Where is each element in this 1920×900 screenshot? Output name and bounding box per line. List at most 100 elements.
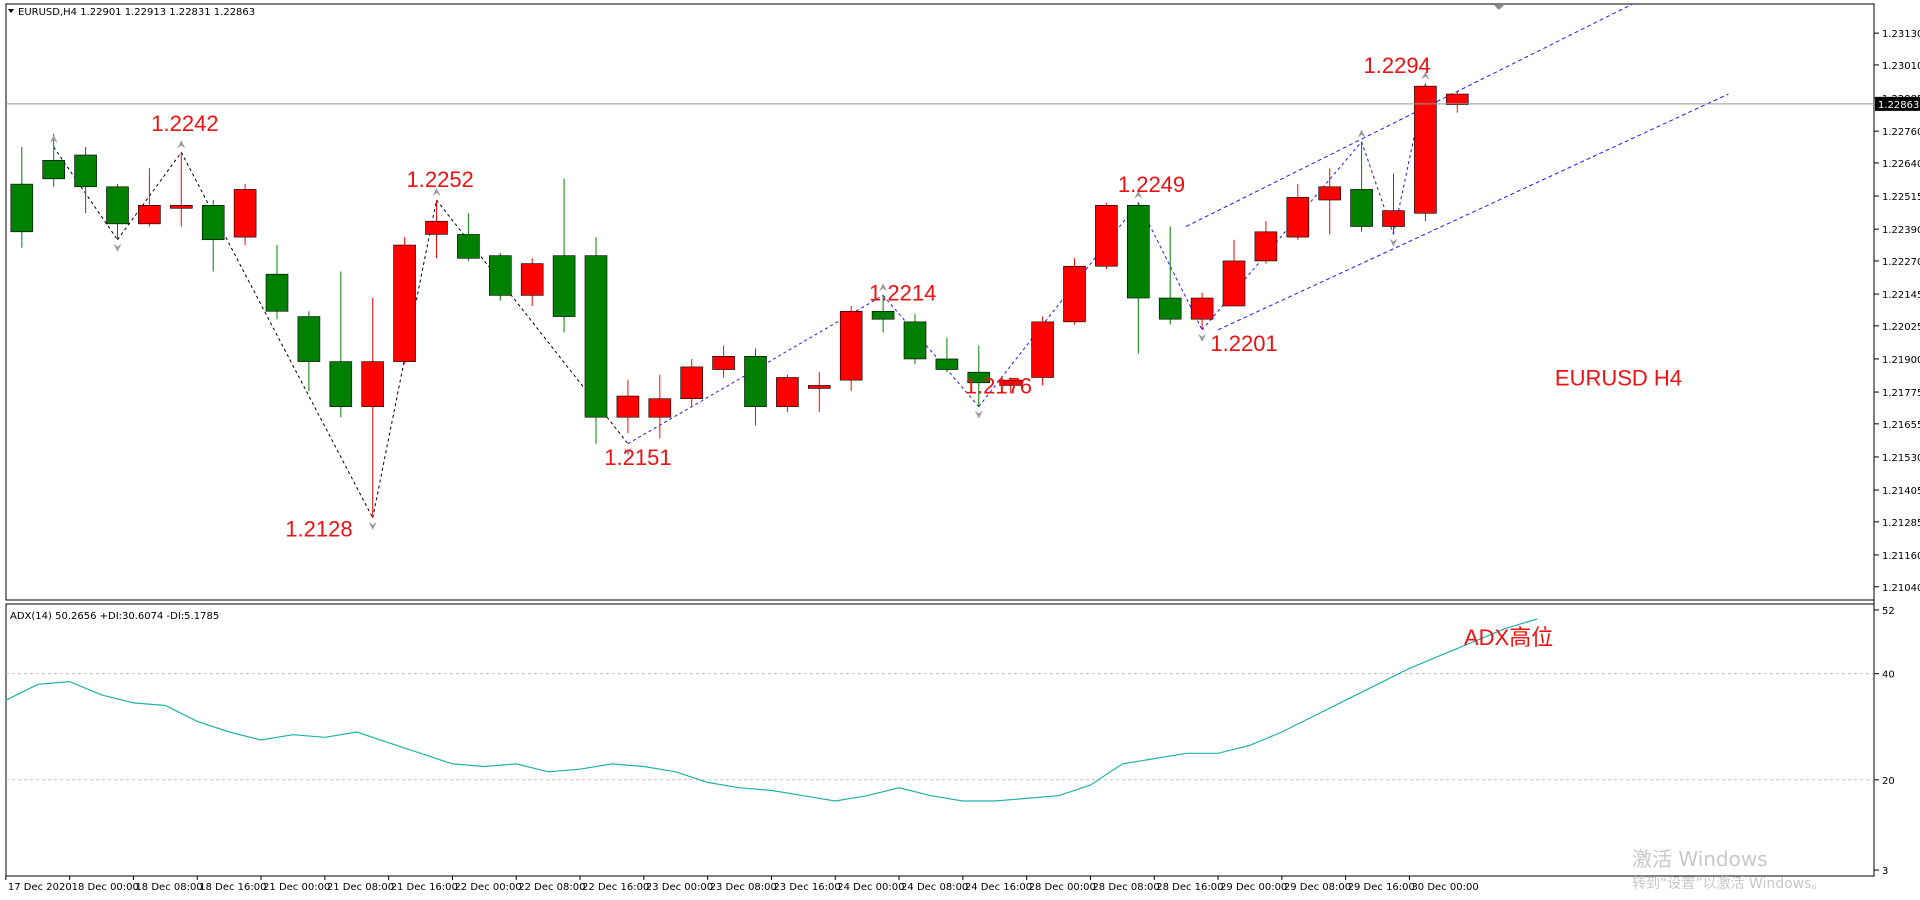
watermark-line2: 转到“设置”以激活 Windows。: [1632, 875, 1825, 892]
main-header: EURUSD,H4 1.22901 1.22913 1.22831 1.2286…: [18, 7, 255, 18]
time-tick-label: 23 Dec 08:00: [710, 882, 777, 893]
candle-body: [74, 154, 97, 188]
time-tick-label: 18 Dec 16:00: [199, 882, 266, 893]
fractal-arrow-icon: [1421, 71, 1430, 80]
candle-body: [712, 356, 735, 370]
time-tick-label: 17 Dec 2020: [8, 882, 72, 893]
candle-body: [1190, 297, 1214, 320]
time-tick-label: 21 Dec 08:00: [327, 882, 394, 893]
price-tick-label: 1.21040: [1882, 583, 1920, 594]
price-annotation: 1.2242: [151, 111, 218, 136]
candle-body: [935, 358, 959, 370]
candle-body: [1414, 85, 1437, 214]
candle-body: [457, 234, 480, 259]
price-tick-label: 1.22515: [1882, 192, 1920, 203]
fractal-arrow-icon: [177, 140, 186, 149]
candle-body: [1446, 93, 1469, 105]
candle-body: [999, 379, 1023, 386]
time-tick-label: 21 Dec 00:00: [263, 882, 330, 893]
price-tick-label: 1.21775: [1882, 388, 1920, 399]
adx-levels: [6, 673, 1874, 781]
fractal-arrow-icon: [1198, 333, 1207, 342]
current-price-line: 1.22863: [6, 96, 1920, 111]
current-price-label: 1.22863: [1878, 100, 1919, 111]
header-triangle-icon: [8, 9, 14, 13]
time-tick-label: 21 Dec 16:00: [391, 882, 458, 893]
fractal-arrows: [49, 71, 1430, 530]
adx-header: ADX(14) 50.2656 +DI:30.6074 -DI:5.1785: [10, 611, 219, 622]
time-tick-label: 22 Dec 08:00: [518, 882, 585, 893]
price-tick-label: 1.21160: [1882, 551, 1920, 562]
price-tick-label: 1.21285: [1882, 518, 1920, 529]
candle-body: [170, 205, 193, 209]
candle-body: [903, 321, 927, 360]
candle-body: [10, 183, 34, 233]
zigzag-segment: [1361, 141, 1394, 235]
candle-body: [744, 356, 767, 407]
adx-tick-label: 40: [1882, 670, 1895, 681]
adx-tick-label: 52: [1882, 606, 1895, 617]
candle-body: [393, 244, 416, 362]
zigzag-lines: [53, 83, 1426, 519]
adx-line: [5, 618, 1538, 802]
price-annotation: 1.2128: [285, 516, 352, 541]
price-axis: 1.231301.230101.228851.227601.226401.225…: [1874, 29, 1920, 877]
adx-pane-frame: [5, 603, 1875, 877]
candle-body: [42, 159, 66, 180]
current-price-badge: [1875, 96, 1920, 111]
candle-body: [138, 205, 161, 225]
price-annotation: 1.2201: [1210, 331, 1277, 356]
candle-body: [233, 189, 257, 238]
price-tick-label: 1.22390: [1882, 225, 1920, 236]
candle-body: [265, 273, 289, 312]
price-annotation: 1.2294: [1364, 53, 1431, 78]
candle-body: [1222, 260, 1246, 307]
candle-body: [1095, 205, 1118, 267]
candle-body: [1382, 210, 1405, 227]
candle-body: [680, 366, 704, 399]
fractal-arrow-icon: [1134, 190, 1143, 199]
price-annotation: 1.2249: [1118, 172, 1185, 197]
price-tick-label: 1.23130: [1882, 29, 1920, 40]
candle-body: [1286, 197, 1310, 238]
annotations: 1.2242 1.2128 1.2252 1.2151 1.2214 1.2176 1.22…: [151, 53, 1682, 542]
adx-series-line: [5, 618, 1538, 802]
price-tick-label: 1.22760: [1882, 127, 1920, 138]
price-tick-label: 1.22145: [1882, 290, 1920, 301]
price-annotation: 1.2252: [407, 167, 474, 192]
price-tick-label: 1.22640: [1882, 159, 1920, 170]
adx-tick-label: 3: [1882, 866, 1888, 877]
time-tick-label: 28 Dec 00:00: [1029, 882, 1096, 893]
fractal-arrow-icon: [368, 521, 377, 530]
time-tick-label: 28 Dec 16:00: [1156, 882, 1223, 893]
time-tick-label: 22 Dec 00:00: [454, 882, 521, 893]
candle-body: [329, 361, 353, 407]
adx-annotation: ADX高位: [1464, 625, 1553, 650]
candle-body: [1158, 297, 1182, 320]
time-tick-label: 29 Dec 08:00: [1284, 882, 1351, 893]
fractal-arrow-icon: [623, 447, 632, 456]
price-tick-label: 1.21530: [1882, 453, 1920, 464]
candle-body: [839, 310, 863, 381]
zigzag-segment: [627, 294, 884, 445]
chart-shift-marker-icon: [1494, 5, 1504, 10]
price-annotation: 1.2176: [965, 373, 1032, 398]
time-tick-label: 18 Dec 00:00: [72, 882, 139, 893]
fractal-arrow-icon: [1357, 129, 1366, 138]
candle-body: [488, 255, 512, 296]
fractal-arrow-icon: [974, 410, 983, 419]
zigzag-segment: [882, 295, 980, 407]
candle-body: [1063, 265, 1086, 323]
candle-body: [520, 263, 544, 296]
candle-body: [552, 255, 576, 317]
candle-body: [1318, 186, 1341, 201]
time-tick-label: 23 Dec 00:00: [646, 882, 713, 893]
price-annotation: EURUSD H4: [1555, 365, 1682, 390]
fractal-arrow-icon: [113, 243, 122, 252]
time-tick-label: 24 Dec 16:00: [965, 882, 1032, 893]
time-tick-label: 18 Dec 08:00: [135, 882, 202, 893]
watermark-line1: 激活 Windows: [1632, 847, 1768, 871]
candle-body: [776, 377, 799, 407]
time-tick-label: 29 Dec 00:00: [1220, 882, 1287, 893]
